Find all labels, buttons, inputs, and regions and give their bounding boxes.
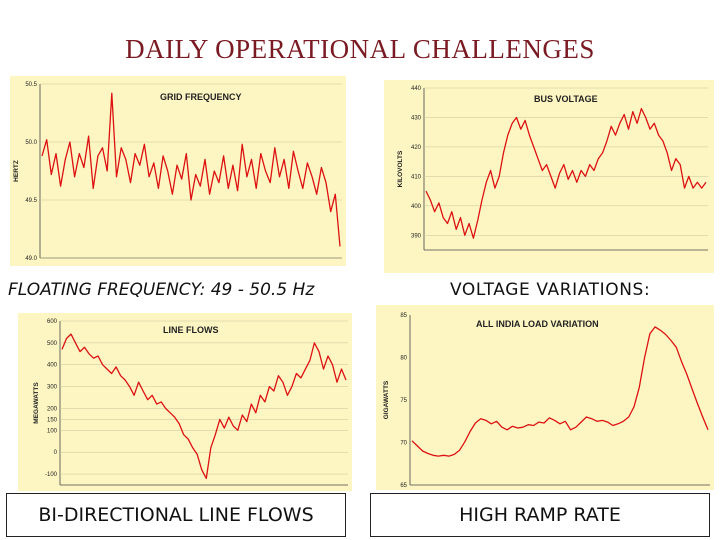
frequency-caption: FLOATING FREQUENCY: 49 - 50.5 Hz: [8, 280, 315, 300]
load-y-tick-label: 65: [400, 483, 407, 489]
flow-y-tick-label: 300: [47, 385, 58, 391]
volt-y-tick-label: 400: [411, 204, 422, 210]
volt-y-tick-label: 420: [411, 145, 422, 151]
line-flows-chart: 600 500 400 300 200 150 100 0 -100 MEGAWATTS LINE …: [18, 313, 352, 491]
freq-y-tick-label: 49.5: [25, 198, 37, 204]
freq-y-tick-label: 50.0: [25, 140, 37, 146]
volt-y-tick-label: 390: [411, 233, 422, 239]
volt-y-tick-label: 410: [411, 174, 422, 180]
freq-series-line: [41, 92, 341, 247]
load-y-axis-label: GIGAWATTS: [383, 380, 390, 419]
load-y-tick-label: 70: [400, 441, 407, 447]
freq-y-tick-label: 50.5: [25, 82, 37, 88]
line-flows-caption-box: BI-DIRECTIONAL LINE FLOWS: [6, 493, 346, 537]
volt-series-line: [425, 107, 707, 239]
volt-chart-title: BUS VOLTAGE: [534, 94, 598, 104]
ramp-caption-box: HIGH RAMP RATE: [370, 493, 710, 537]
bus-voltage-chart: 440 430 420 410 400 390 KILOVOLTS BUS VOLTAGE: [384, 80, 714, 273]
load-series-line: [411, 326, 709, 457]
load-variation-chart: 85 80 75 70 65 GIGAWATTS ALL INDIA LOAD VARIAT…: [376, 305, 714, 490]
line-flows-caption: BI-DIRECTIONAL LINE FLOWS: [38, 504, 314, 526]
freq-chart-title: GRID FREQUENCY: [160, 92, 242, 102]
load-y-tick-label: 80: [400, 356, 407, 362]
flow-y-tick-label: 500: [47, 341, 58, 347]
flow-y-tick-label: 200: [47, 406, 58, 412]
load-chart-title: ALL INDIA LOAD VARIATION: [476, 319, 599, 329]
ramp-caption: HIGH RAMP RATE: [459, 504, 621, 526]
volt-y-axis-label: KILOVOLTS: [397, 150, 404, 187]
freq-y-tick-label: 49.0: [25, 256, 37, 262]
flow-y-tick-label: 600: [47, 319, 58, 325]
grid-frequency-chart: 50.5 50.0 49.5 49.0 HERTZ GRID FREQUENCY: [10, 76, 346, 266]
flow-y-tick-label: 150: [47, 417, 58, 423]
load-y-tick-label: 85: [400, 313, 407, 319]
freq-y-axis-label: HERTZ: [13, 160, 20, 182]
flow-chart-title: LINE FLOWS: [163, 325, 219, 335]
flow-y-tick-label: 400: [47, 363, 58, 369]
slide-title: DAILY OPERATIONAL CHALLENGES: [125, 34, 595, 64]
volt-y-tick-label: 430: [411, 115, 422, 121]
flow-y-axis-label: MEGAWATTS: [33, 382, 40, 424]
flow-y-tick-label: 0: [54, 450, 58, 456]
load-y-tick-label: 75: [400, 398, 407, 404]
voltage-caption: VOLTAGE VARIATIONS:: [450, 280, 651, 300]
volt-y-tick-label: 440: [411, 86, 422, 92]
flow-y-tick-label: -100: [45, 472, 58, 478]
flow-series-line: [61, 333, 347, 480]
flow-y-tick-label: 100: [47, 428, 58, 434]
